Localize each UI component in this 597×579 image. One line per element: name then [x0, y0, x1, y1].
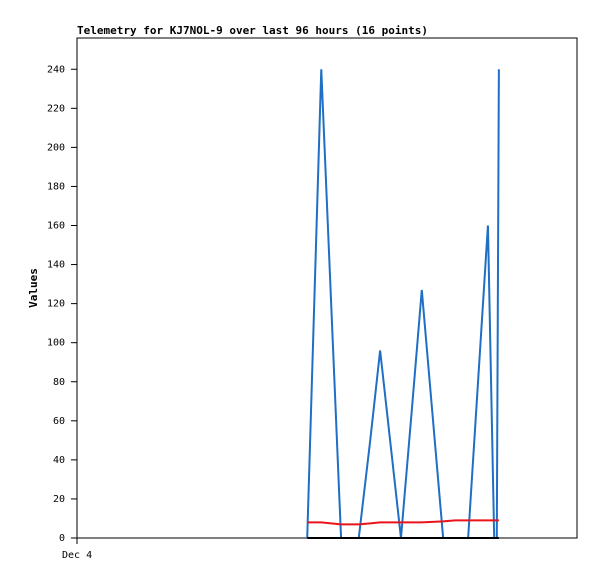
- y-tick-label: 20: [53, 494, 65, 505]
- y-tick-label: 200: [47, 142, 65, 153]
- y-axis-label: Values: [27, 268, 40, 308]
- y-tick-label: 40: [53, 455, 65, 466]
- series-line: [307, 519, 499, 526]
- plot-frame: [76, 37, 578, 539]
- series-line: [306, 69, 500, 539]
- y-tick-label: 220: [47, 103, 65, 114]
- y-tick-label: 140: [47, 260, 65, 271]
- x-tick-label: Dec 4: [62, 550, 92, 561]
- y-tick-label: 160: [47, 221, 65, 232]
- chart-title: Telemetry for KJ7NOL-9 over last 96 hour…: [77, 24, 428, 37]
- y-tick-label: 60: [53, 416, 65, 427]
- y-tick-label: 120: [47, 299, 65, 310]
- y-tick-label: 180: [47, 181, 65, 192]
- y-tick-label: 0: [59, 533, 65, 544]
- y-tick-label: 240: [47, 64, 65, 75]
- y-tick-label: 80: [53, 377, 65, 388]
- y-tick-label: 100: [47, 338, 65, 349]
